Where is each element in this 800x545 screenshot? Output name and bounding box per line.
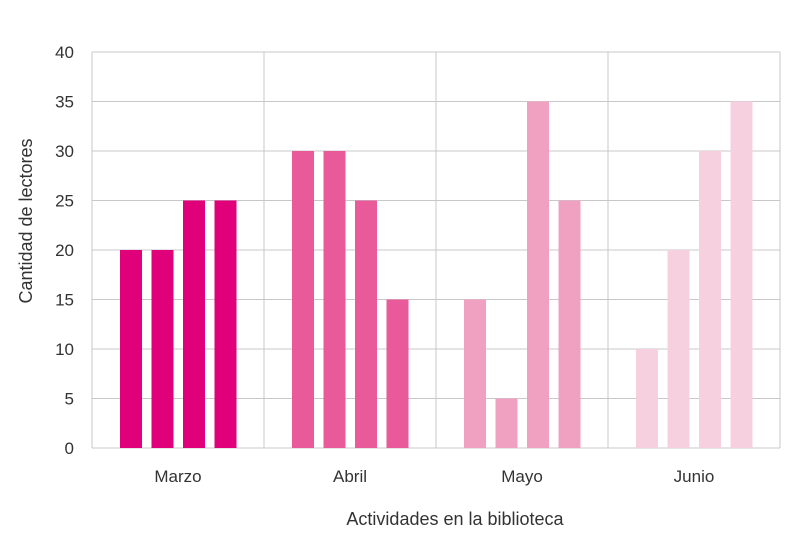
y-tick-label: 0 bbox=[65, 439, 74, 458]
x-tick-label: Junio bbox=[674, 467, 715, 486]
y-tick-label: 20 bbox=[55, 241, 74, 260]
y-tick-labels: 0 5 10 15 20 25 30 35 40 bbox=[55, 43, 74, 458]
y-tick-label: 40 bbox=[55, 43, 74, 62]
x-tick-labels: Marzo Abril Mayo Junio bbox=[154, 467, 714, 486]
y-tick-label: 35 bbox=[55, 93, 74, 112]
y-tick-label: 15 bbox=[55, 291, 74, 310]
bar-junio-3 bbox=[699, 151, 721, 448]
bar-junio-4 bbox=[730, 101, 753, 448]
bar-mayo-3 bbox=[527, 101, 549, 448]
bar-marzo-4 bbox=[214, 200, 237, 448]
bar-junio-1 bbox=[636, 349, 658, 448]
bar-abril-3 bbox=[355, 200, 377, 448]
x-tick-label: Abril bbox=[333, 467, 367, 486]
bar-marzo-3 bbox=[183, 200, 205, 448]
bar-mayo-4 bbox=[558, 200, 581, 448]
x-tick-label: Mayo bbox=[501, 467, 543, 486]
y-axis-title: Cantidad de lectores bbox=[16, 138, 36, 303]
bar-junio-2 bbox=[667, 250, 690, 448]
grid-lines bbox=[91, 51, 781, 449]
y-tick-label: 30 bbox=[55, 142, 74, 161]
bar-abril-2 bbox=[323, 151, 346, 448]
bar-mayo-2 bbox=[495, 398, 518, 448]
y-tick-label: 25 bbox=[55, 192, 74, 211]
bar-abril-1 bbox=[292, 151, 314, 448]
bars bbox=[120, 101, 753, 448]
bar-mayo-1 bbox=[464, 299, 486, 448]
bar-abril-4 bbox=[386, 299, 409, 448]
bar-marzo-1 bbox=[120, 250, 142, 448]
bar-marzo-2 bbox=[151, 250, 174, 448]
y-tick-label: 5 bbox=[65, 390, 74, 409]
y-tick-label: 10 bbox=[55, 340, 74, 359]
x-tick-label: Marzo bbox=[154, 467, 201, 486]
x-axis-title: Actividades en la biblioteca bbox=[346, 509, 564, 529]
